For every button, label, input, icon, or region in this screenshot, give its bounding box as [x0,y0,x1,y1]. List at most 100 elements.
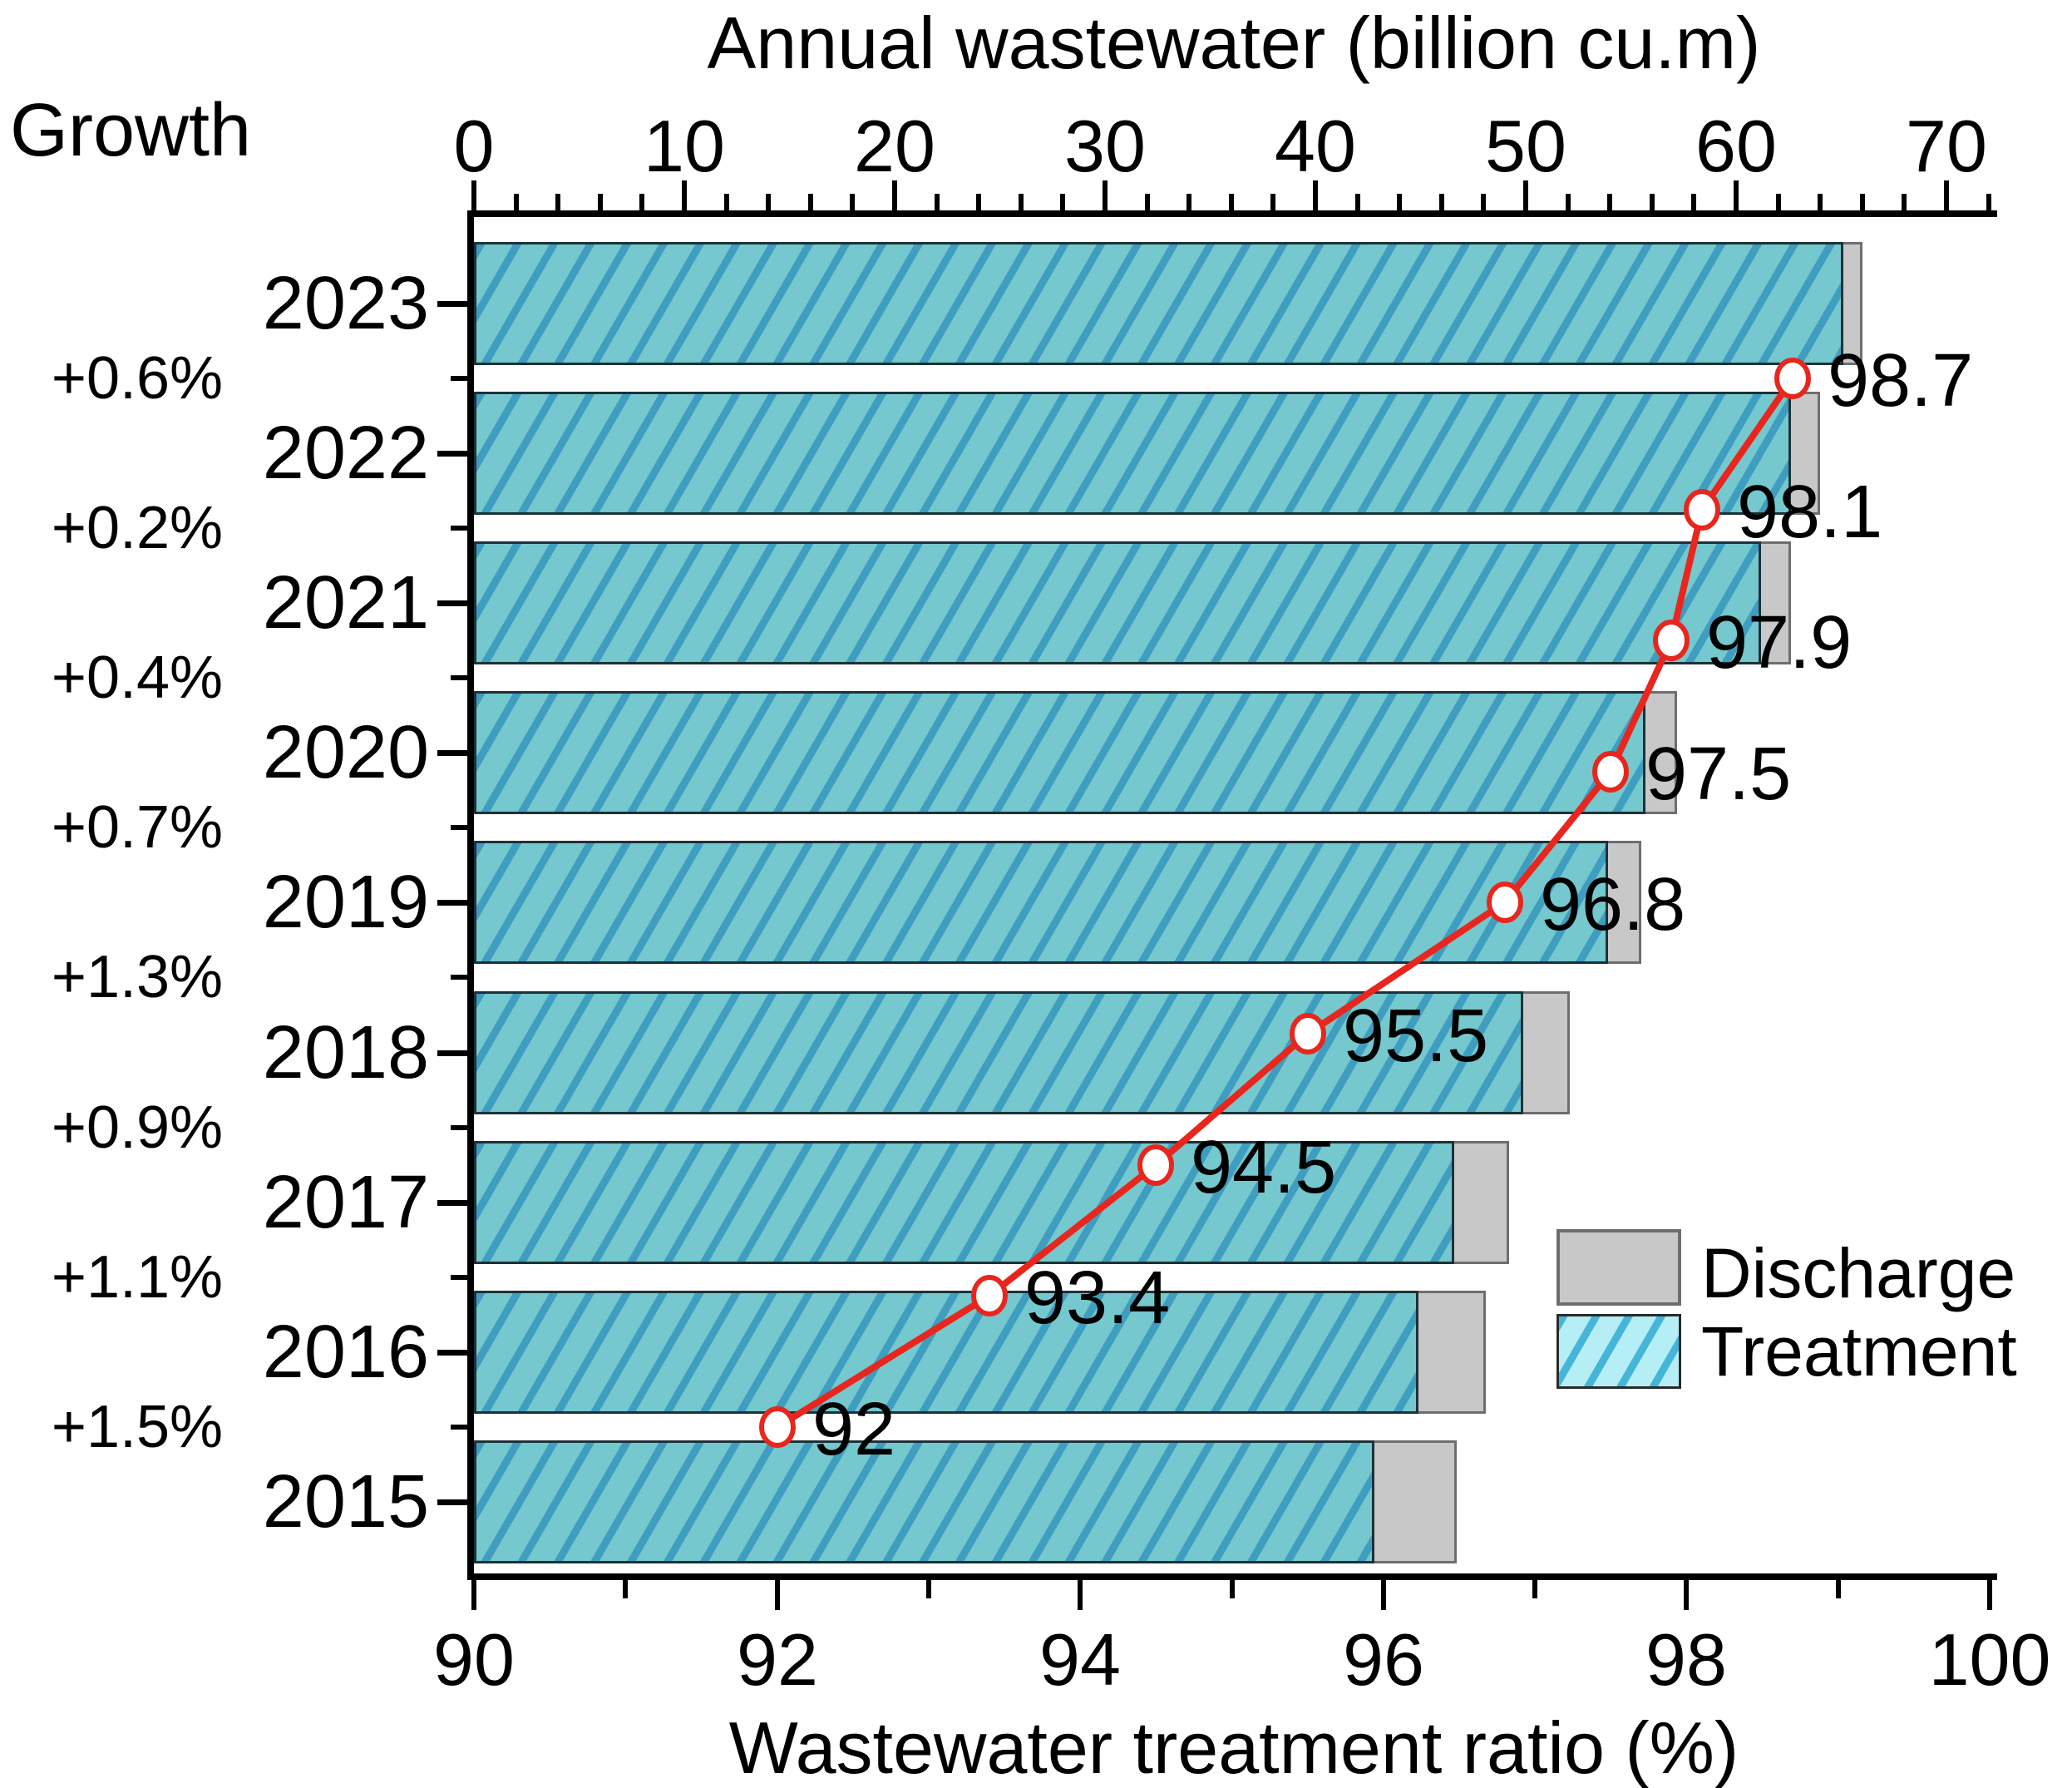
growth-label-6: +1.1% [51,1244,224,1311]
bottom-axis-minor-tick [623,1580,628,1598]
bottom-axis-tick-label-100: 100 [1928,1618,2051,1701]
top-axis-major-tick-0 [471,180,476,210]
legend-discharge-label: Discharge [1701,1234,2016,1312]
top-axis-minor-tick [1229,194,1234,210]
top-axis-minor-tick [935,194,940,210]
top-axis-minor-tick [1650,194,1655,210]
top-axis-minor-tick [1355,194,1360,210]
left-axis-line [467,210,474,1580]
top-axis-minor-tick [1019,194,1024,210]
growth-label-3: +0.7% [51,794,224,861]
left-axis-minor-tick [451,675,467,680]
bar-treatment-2019 [474,841,1608,965]
growth-label-5: +0.9% [51,1094,224,1161]
bar-treatment-2015 [474,1440,1374,1563]
bottom-axis-major-tick-96 [1381,1580,1386,1610]
top-axis-tick-label-30: 30 [1064,105,1146,187]
left-axis-major-tick-2017 [437,1200,467,1206]
growth-header: Growth [10,89,252,172]
bottom-axis-major-tick-100 [1987,1580,1992,1610]
left-axis-minor-tick [451,1125,467,1130]
top-axis-minor-tick [1902,194,1907,210]
top-axis-minor-tick [724,194,729,210]
bottom-axis-tick-label-92: 92 [737,1618,818,1701]
bottom-axis-tick-label-94: 94 [1039,1618,1121,1701]
top-axis-minor-tick [1186,194,1191,210]
bar-treatment-2023 [474,242,1843,365]
bottom-axis-major-tick-90 [471,1580,476,1610]
top-axis-minor-tick [1481,194,1486,210]
top-axis-tick-label-60: 60 [1695,105,1777,187]
bar-treatment-2020 [474,691,1645,815]
bottom-axis-major-tick-94 [1078,1580,1083,1610]
top-axis-major-tick-30 [1103,180,1108,210]
top-axis-major-tick-60 [1734,180,1739,210]
year-label-2019: 2019 [262,861,429,944]
left-axis-minor-tick [451,526,467,531]
top-axis-minor-tick [1776,194,1781,210]
year-label-2023: 2023 [262,262,429,345]
bottom-axis-major-tick-98 [1684,1580,1689,1610]
top-axis-minor-tick [766,194,771,210]
left-axis-major-tick-2023 [437,301,467,307]
growth-label-0: +0.6% [51,345,224,412]
bottom-axis-tick-label-90: 90 [433,1618,515,1701]
top-axis-major-tick-10 [682,180,687,210]
bottom-axis-minor-tick [926,1580,931,1598]
left-axis-major-tick-2021 [437,600,467,606]
year-label-2020: 2020 [262,711,429,794]
top-axis-minor-tick [1270,194,1275,210]
top-axis-tick-label-40: 40 [1275,105,1356,187]
top-axis-minor-tick [1986,194,1991,210]
bottom-axis-line [467,1573,1997,1580]
top-axis-minor-tick [1691,194,1696,210]
left-axis-minor-tick [451,1275,467,1280]
top-axis-minor-tick [598,194,603,210]
bottom-axis-major-tick-92 [775,1580,780,1610]
year-label-2018: 2018 [262,1011,429,1094]
top-axis-minor-tick [555,194,560,210]
bar-treatment-2018 [474,990,1523,1114]
top-axis-tick-label-20: 20 [854,105,935,187]
left-axis-major-tick-2018 [437,1050,467,1056]
top-axis-minor-tick [1860,194,1865,210]
left-axis-minor-tick [451,825,467,830]
top-axis-minor-tick [850,194,855,210]
bottom-axis-minor-tick [1532,1580,1537,1598]
left-axis-major-tick-2015 [437,1499,467,1505]
top-axis-major-tick-20 [892,180,897,210]
top-axis-minor-tick [639,194,644,210]
legend-treatment-swatch [1556,1314,1681,1389]
bottom-axis-minor-tick [1836,1580,1841,1598]
left-axis-major-tick-2022 [437,451,467,457]
year-label-2022: 2022 [262,412,429,495]
top-axis-tick-label-50: 50 [1485,105,1566,187]
top-axis-line [467,210,1997,217]
top-axis-major-tick-50 [1523,180,1528,210]
top-axis-tick-label-70: 70 [1906,105,1987,187]
growth-label-4: +1.3% [51,944,224,1010]
legend-discharge-swatch [1556,1229,1681,1306]
top-axis-minor-tick [1060,194,1065,210]
top-axis-minor-tick [976,194,981,210]
top-axis-minor-tick [1818,194,1823,210]
top-axis-minor-tick [1439,194,1444,210]
bar-treatment-2022 [474,392,1791,516]
bar-treatment-2017 [474,1140,1454,1264]
growth-label-7: +1.5% [51,1394,224,1460]
top-axis-minor-tick [1566,194,1571,210]
top-axis-minor-tick [808,194,813,210]
top-axis-minor-tick [1145,194,1150,210]
year-label-2016: 2016 [262,1311,429,1394]
bottom-axis-tick-label-96: 96 [1343,1618,1424,1701]
top-axis-major-tick-70 [1944,180,1949,210]
top-axis-minor-tick [1397,194,1402,210]
top-axis-title: Annual wastewater (billion cu.m) [707,2,1761,84]
top-axis-major-tick-40 [1313,180,1318,210]
top-axis-tick-label-0: 0 [453,105,495,187]
left-axis-minor-tick [451,975,467,980]
left-axis-minor-tick [451,376,467,381]
bottom-axis-title: Wastewater treatment ratio (%) [728,1707,1739,1788]
left-axis-major-tick-2019 [437,900,467,906]
